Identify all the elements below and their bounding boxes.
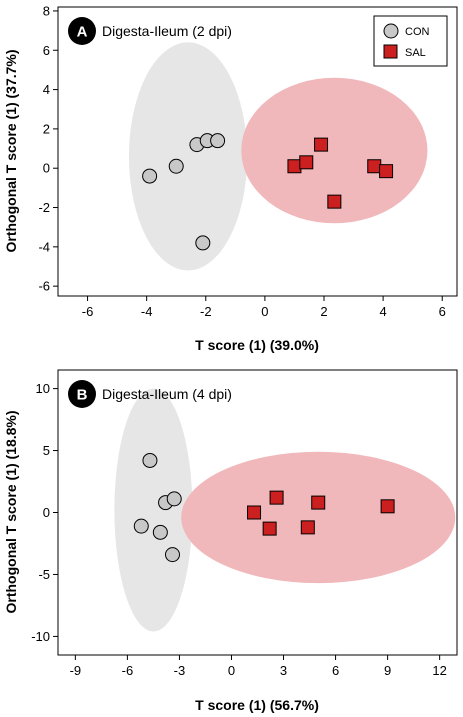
a-x-tick-label: 6 [439,304,446,319]
b-ellipse-con [114,388,193,632]
b-point-sal [247,505,262,520]
b-x-tick-label: -6 [122,663,134,678]
b-point-con [164,547,180,563]
b-point-sal [380,499,395,514]
b-y-tick-label: 5 [43,443,50,458]
a-y-tick-label: 4 [43,82,50,97]
a-ellipse-sal [241,77,428,224]
b-x-tick-label: 3 [280,663,287,678]
b-point-con [152,524,168,540]
b-y-tick-label: 10 [36,381,50,396]
legend-sal-marker [383,44,398,59]
b-point-sal [311,495,326,510]
a-x-ticks: -6 -4 -2 0 2 4 6 [82,296,446,319]
a-point-sal [287,159,302,174]
a-ellipses [128,42,428,271]
a-point-sal [299,155,314,170]
b-y-axis-title: Orthogonal T score (1) (18.8%) [3,410,19,613]
a-panel-badge-label: A [77,24,88,41]
a-point-con [142,168,158,184]
a-x-tick-label: -4 [141,304,153,319]
b-point-con [166,491,182,507]
a-x-tick-label: -6 [82,304,94,319]
b-ellipse-sal [181,451,456,584]
a-x-tick-label: 4 [379,304,386,319]
b-x-tick-label: 9 [384,663,391,678]
a-plot-frame [57,6,458,297]
a-point-sal [367,159,382,174]
legend: CON SAL [373,15,448,67]
a-y-tick-label: 8 [43,3,50,18]
b-y-tick-label: -5 [38,567,50,582]
b-y-tick-label: -10 [31,629,50,644]
panel-a: -6 -4 -2 0 2 4 6 -6 -4 -2 0 2 4 6 8 A Digesta-Ileum (… [3,3,458,353]
a-point-sal [379,164,394,179]
a-y-tick-label: -2 [38,200,50,215]
b-x-tick-label: -3 [174,663,186,678]
a-y-tick-label: 6 [43,43,50,58]
b-point-sal [300,520,315,535]
a-x-tick-label: 2 [320,304,327,319]
a-x-tick-label: -2 [200,304,212,319]
b-x-tick-label: -9 [70,663,82,678]
b-point-sal [262,521,277,536]
a-y-ticks: -6 -4 -2 0 2 4 6 8 [38,3,58,294]
b-x-axis-title: T score (1) (56.7%) [195,697,319,713]
a-panel-title: Digesta-Ileum (2 dpi) [102,23,232,39]
b-point-con [133,518,149,534]
a-x-axis-title: T score (1) (39.0%) [195,337,319,353]
b-panel-badge: B [68,380,96,408]
b-x-tick-label: 12 [432,663,446,678]
a-y-axis-title: Orthogonal T score (1) (37.7%) [3,49,19,252]
legend-con-marker [383,23,399,39]
b-points [133,452,395,563]
a-y-tick-label: 2 [43,121,50,136]
legend-con-label: CON [405,26,430,38]
b-panel-title: Digesta-Ileum (4 dpi) [102,386,232,402]
a-point-con [195,235,211,251]
a-point-con [210,133,226,149]
a-y-tick-label: -4 [38,239,50,254]
b-point-sal [269,490,284,505]
a-x-tick-label: 0 [261,304,268,319]
b-y-tick-label: 0 [43,505,50,520]
b-point-con [142,452,158,468]
b-ellipses [114,388,456,632]
a-point-sal [327,194,342,209]
a-y-tick-label: -6 [38,279,50,294]
a-panel-badge: A [68,17,96,45]
a-points [142,133,394,251]
a-point-con [168,158,184,174]
b-x-ticks: -9 -6 -3 0 3 6 9 12 [70,655,447,678]
b-x-tick-label: 0 [228,663,235,678]
b-x-tick-label: 6 [332,663,339,678]
b-y-ticks: -10 -5 0 5 10 [31,381,58,644]
legend-sal-label: SAL [405,47,426,59]
a-ellipse-con [128,42,248,271]
a-y-tick-label: 0 [43,161,50,176]
panel-b: -9 -6 -3 0 3 6 9 12 -10 -5 0 5 10 B Digesta-Ileum (… [3,369,458,713]
a-point-sal [314,137,329,152]
b-panel-badge-label: B [77,387,88,404]
